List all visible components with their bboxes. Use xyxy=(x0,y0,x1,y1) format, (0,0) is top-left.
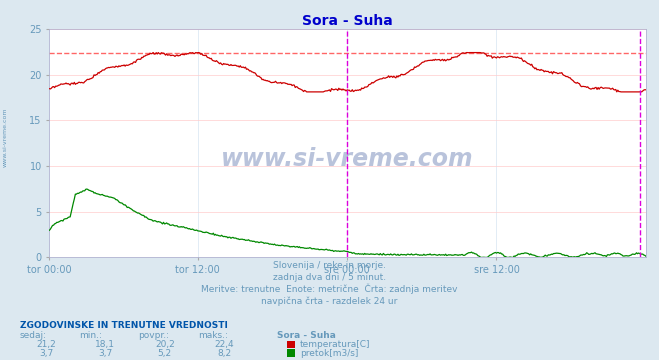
Text: povpr.:: povpr.: xyxy=(138,331,169,340)
Title: Sora - Suha: Sora - Suha xyxy=(302,14,393,28)
Text: min.:: min.: xyxy=(79,331,102,340)
Text: maks.:: maks.: xyxy=(198,331,227,340)
Text: 5,2: 5,2 xyxy=(158,349,172,358)
Text: Sora - Suha: Sora - Suha xyxy=(277,331,335,340)
Text: sedaj:: sedaj: xyxy=(20,331,47,340)
Text: pretok[m3/s]: pretok[m3/s] xyxy=(300,349,358,358)
Text: 22,4: 22,4 xyxy=(214,340,234,349)
Text: Slovenija / reke in morje.: Slovenija / reke in morje. xyxy=(273,261,386,270)
Text: ZGODOVINSKE IN TRENUTNE VREDNOSTI: ZGODOVINSKE IN TRENUTNE VREDNOSTI xyxy=(20,321,227,330)
Text: 3,7: 3,7 xyxy=(98,349,113,358)
Text: 21,2: 21,2 xyxy=(36,340,56,349)
Text: zadnja dva dni / 5 minut.: zadnja dva dni / 5 minut. xyxy=(273,273,386,282)
Text: temperatura[C]: temperatura[C] xyxy=(300,340,370,349)
Text: 20,2: 20,2 xyxy=(155,340,175,349)
Text: navpična črta - razdelek 24 ur: navpična črta - razdelek 24 ur xyxy=(262,296,397,306)
Text: 8,2: 8,2 xyxy=(217,349,231,358)
Text: 3,7: 3,7 xyxy=(39,349,53,358)
Text: 18,1: 18,1 xyxy=(96,340,115,349)
Text: Meritve: trenutne  Enote: metrične  Črta: zadnja meritev: Meritve: trenutne Enote: metrične Črta: … xyxy=(201,283,458,294)
Text: www.si-vreme.com: www.si-vreme.com xyxy=(3,107,8,167)
Text: www.si-vreme.com: www.si-vreme.com xyxy=(221,147,474,171)
